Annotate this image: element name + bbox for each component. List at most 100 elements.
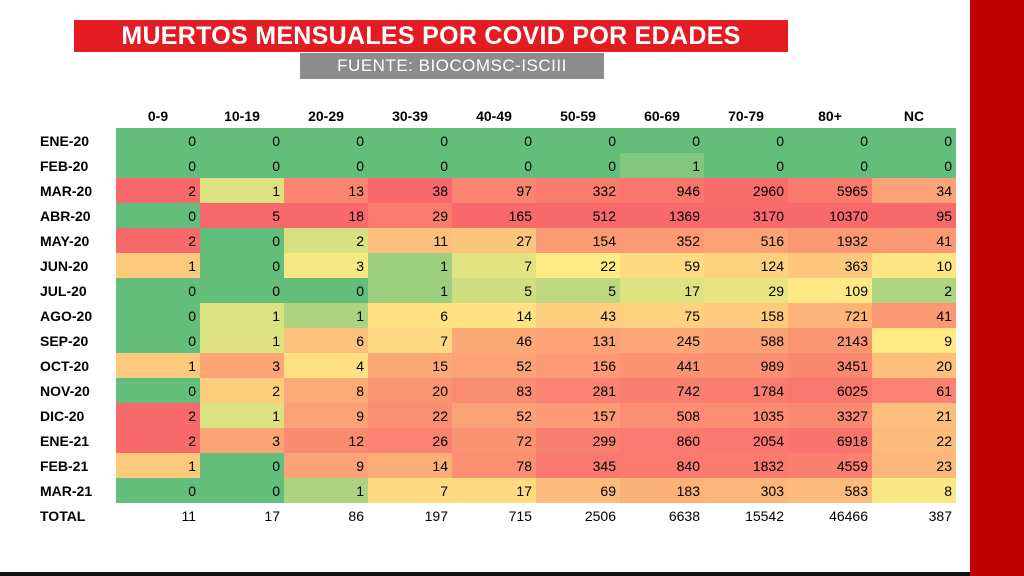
heatmap-cell: 281 [536,378,620,403]
total-cell: 15542 [704,503,788,528]
heatmap-cell: 0 [200,153,284,178]
heatmap-cell: 9 [284,453,368,478]
heatmap-cell: 512 [536,203,620,228]
heatmap-cell: 5 [200,203,284,228]
row-label: JUL-20 [40,282,87,299]
heatmap-cell: 0 [116,478,200,503]
column-header: 0-9 [147,108,169,124]
heatmap-cell: 0 [116,328,200,353]
heatmap-cell: 0 [368,153,452,178]
heatmap-cell: 21 [872,403,956,428]
total-cell: 17 [200,503,284,528]
heatmap-cell: 75 [620,303,704,328]
heatmap-cell: 721 [788,303,872,328]
heatmap-cell: 18 [284,203,368,228]
heatmap-cell: 0 [116,203,200,228]
heatmap-cell: 1369 [620,203,704,228]
heatmap-cell: 2 [116,228,200,253]
heatmap-cell: 0 [116,153,200,178]
heatmap-cell: 158 [704,303,788,328]
table-row: OCT-20 1 3 4 15 52 156 441 989 3451 20 [36,353,956,378]
heatmap-cell: 0 [284,128,368,153]
header-row: 0-9 10-19 20-29 30-39 40-49 50-59 60-69 70-79 80… [36,104,956,128]
heatmap-cell: 20 [368,378,452,403]
row-label: MAR-20 [40,182,93,199]
heatmap-cell: 1932 [788,228,872,253]
total-row: TOTAL 11 17 86 197 715 2506 6638 15542 46466 387 [36,503,956,528]
heatmap-table: 0-9 10-19 20-29 30-39 40-49 50-59 60-69 70-79 80… [36,104,956,528]
heatmap-cell: 156 [536,353,620,378]
main-panel: MUERTOS MENSUALES POR COVID POR EDADES F… [0,0,970,576]
heatmap-cell: 299 [536,428,620,453]
total-cell: 2506 [536,503,620,528]
table-row: JUL-20 0 0 0 1 5 5 17 29 109 2 [36,278,956,303]
heatmap-cell: 14 [368,453,452,478]
table-row: FEB-20 0 0 0 0 0 0 1 0 0 0 [36,153,956,178]
heatmap-cell: 26 [368,428,452,453]
heatmap-cell: 13 [284,178,368,203]
heatmap-cell: 5965 [788,178,872,203]
heatmap-cell: 0 [200,278,284,303]
total-cell: 387 [872,503,956,528]
heatmap-cell: 840 [620,453,704,478]
heatmap-cell: 1035 [704,403,788,428]
heatmap-cell: 332 [536,178,620,203]
heatmap-cell: 109 [788,278,872,303]
heatmap-cell: 10 [872,253,956,278]
heatmap-cell: 0 [116,378,200,403]
heatmap-cell: 2054 [704,428,788,453]
heatmap-cell: 0 [452,153,536,178]
heatmap-cell: 11 [368,228,452,253]
heatmap-cell: 7 [368,478,452,503]
heatmap-cell: 1 [200,328,284,353]
heatmap-cell: 0 [704,128,788,153]
heatmap-cell: 5 [536,278,620,303]
heatmap-cell: 0 [200,228,284,253]
row-label: FEB-20 [40,157,89,174]
heatmap-cell: 2143 [788,328,872,353]
heatmap-cell: 2 [284,228,368,253]
heatmap-cell: 3 [200,428,284,453]
heatmap-cell: 0 [788,128,872,153]
heatmap-cell: 52 [452,353,536,378]
heatmap-cell: 1 [368,253,452,278]
heatmap-cell: 12 [284,428,368,453]
heatmap-cell: 1 [200,178,284,203]
heatmap-cell: 0 [368,128,452,153]
heatmap-cell: 9 [284,403,368,428]
heatmap-cell: 5 [452,278,536,303]
heatmap-cell: 441 [620,353,704,378]
row-label: AGO-20 [40,307,93,324]
heatmap-cell: 0 [284,278,368,303]
total-label: TOTAL [40,507,86,524]
heatmap-cell: 0 [620,128,704,153]
total-cell: 11 [116,503,200,528]
heatmap-cell: 1 [368,278,452,303]
heatmap-cell: 245 [620,328,704,353]
table-row: FEB-21 1 0 9 14 78 345 840 1832 4559 23 [36,453,956,478]
heatmap-cell: 22 [536,253,620,278]
heatmap-cell: 1832 [704,453,788,478]
total-cell: 6638 [620,503,704,528]
heatmap-cell: 20 [872,353,956,378]
row-label: ENE-21 [40,432,90,449]
heatmap-cell: 131 [536,328,620,353]
table-body: ENE-20 0 0 0 0 0 0 0 0 0 0 FEB-20 0 0 0 0 0 0 1 0 0 0 MAR-20 2 1… [36,128,956,528]
heatmap-cell: 2 [872,278,956,303]
heatmap-cell: 363 [788,253,872,278]
corner-cell [36,104,116,128]
heatmap-cell: 9 [872,328,956,353]
row-label: SEP-20 [40,332,89,349]
heatmap-cell: 2 [116,178,200,203]
heatmap-cell: 29 [368,203,452,228]
heatmap-cell: 1 [116,253,200,278]
column-header: 40-49 [476,108,512,124]
row-label: JUN-20 [40,257,89,274]
heatmap-cell: 3170 [704,203,788,228]
heatmap-cell: 352 [620,228,704,253]
heatmap-cell: 2 [200,378,284,403]
heatmap-cell: 516 [704,228,788,253]
heatmap-cell: 2960 [704,178,788,203]
heatmap-cell: 27 [452,228,536,253]
heatmap-cell: 0 [536,153,620,178]
